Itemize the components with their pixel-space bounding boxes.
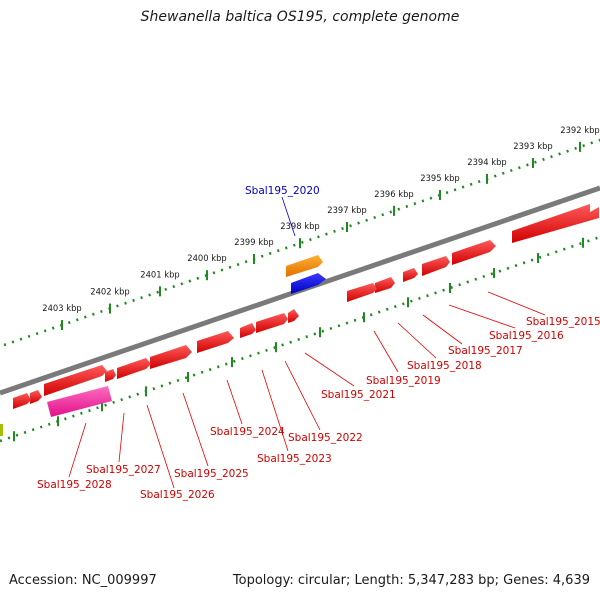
genome-summary-text: Topology: circular; Length: 5,347,283 bp… (232, 573, 590, 588)
scale-label: 2397 kbp (327, 205, 366, 215)
gene-sbal195-2020-blue[interactable] (291, 273, 326, 294)
gene-labels: Sbal195_2015 Sbal195_2016 Sbal195_2017 S… (37, 185, 600, 501)
gene-sbal195-2028-pink[interactable] (47, 386, 112, 417)
gene-label[interactable]: Sbal195_2028 (37, 479, 112, 491)
genome-title: Shewanella baltica OS195, complete genom… (140, 9, 460, 25)
gene-block-2399c[interactable] (240, 323, 256, 338)
gene-label[interactable]: Sbal195_2027 (86, 464, 161, 476)
major-ticks (13, 141, 584, 442)
scale-label: 2401 kbp (140, 269, 179, 279)
scale-label: 2395 kbp (420, 173, 459, 183)
gene-block-2397c[interactable] (403, 268, 418, 282)
gene-block-2402a[interactable] (105, 369, 116, 382)
gene-label[interactable]: Sbal195_2018 (407, 360, 482, 372)
gene-block-2398b[interactable] (347, 283, 377, 302)
gene-sbal195-2015[interactable] (512, 204, 599, 243)
gene-label[interactable]: Sbal195_2021 (321, 389, 396, 401)
gene-label[interactable]: Sbal195_2022 (288, 432, 363, 444)
gene-label[interactable]: Sbal195_2020 (245, 185, 320, 197)
scale-label: 2394 kbp (467, 157, 506, 167)
outer-tick-track (3, 138, 600, 347)
gene-label[interactable]: Sbal195_2024 (210, 426, 285, 438)
gene-block-2401a[interactable] (150, 345, 192, 369)
gene-label[interactable]: Sbal195_2017 (448, 345, 523, 357)
forward-strand-genes (0, 204, 599, 436)
inner-tick-track (0, 235, 600, 443)
gene-label[interactable]: Sbal195_2015 (526, 316, 600, 328)
scale-label: 2392 kbp (560, 125, 599, 135)
gene-label[interactable]: Sbal195_2026 (140, 489, 215, 501)
gene-block-2399a[interactable] (288, 309, 299, 323)
gene-label[interactable]: Sbal195_2023 (257, 453, 332, 465)
gene-block-2402b[interactable] (44, 365, 107, 396)
label-leader-lines (68, 196, 546, 489)
scale-label: 2393 kbp (513, 141, 552, 151)
edge-marker (0, 424, 3, 436)
scale-label: 2403 kbp (42, 303, 81, 313)
scale-label: 2400 kbp (187, 253, 226, 263)
gene-label[interactable]: Sbal195_2025 (174, 468, 249, 480)
gene-block-2398a[interactable] (375, 277, 395, 293)
gene-block-2401b[interactable] (117, 358, 151, 379)
kbp-labels: 2392 kbp 2393 kbp 2394 kbp 2395 kbp 2396 kbp… (42, 125, 599, 313)
accession-text: Accession: NC_009997 (9, 573, 157, 588)
gene-block-2397b[interactable] (422, 256, 450, 276)
scale-label: 2396 kbp (374, 189, 413, 199)
gene-block-2403b[interactable] (13, 393, 31, 409)
gene-label[interactable]: Sbal195_2016 (489, 330, 564, 342)
scale-label: 2398 kbp (280, 221, 319, 231)
gene-label[interactable]: Sbal195_2019 (366, 375, 441, 387)
gene-block-2403a[interactable] (30, 390, 42, 404)
gene-sbal195-2020-orange[interactable] (286, 255, 323, 277)
scale-label: 2399 kbp (234, 237, 273, 247)
scale-label: 2402 kbp (90, 287, 129, 297)
gene-block-2399b[interactable] (256, 313, 288, 333)
gene-block-2397[interactable] (452, 240, 496, 265)
gene-block-2400a[interactable] (197, 331, 234, 353)
